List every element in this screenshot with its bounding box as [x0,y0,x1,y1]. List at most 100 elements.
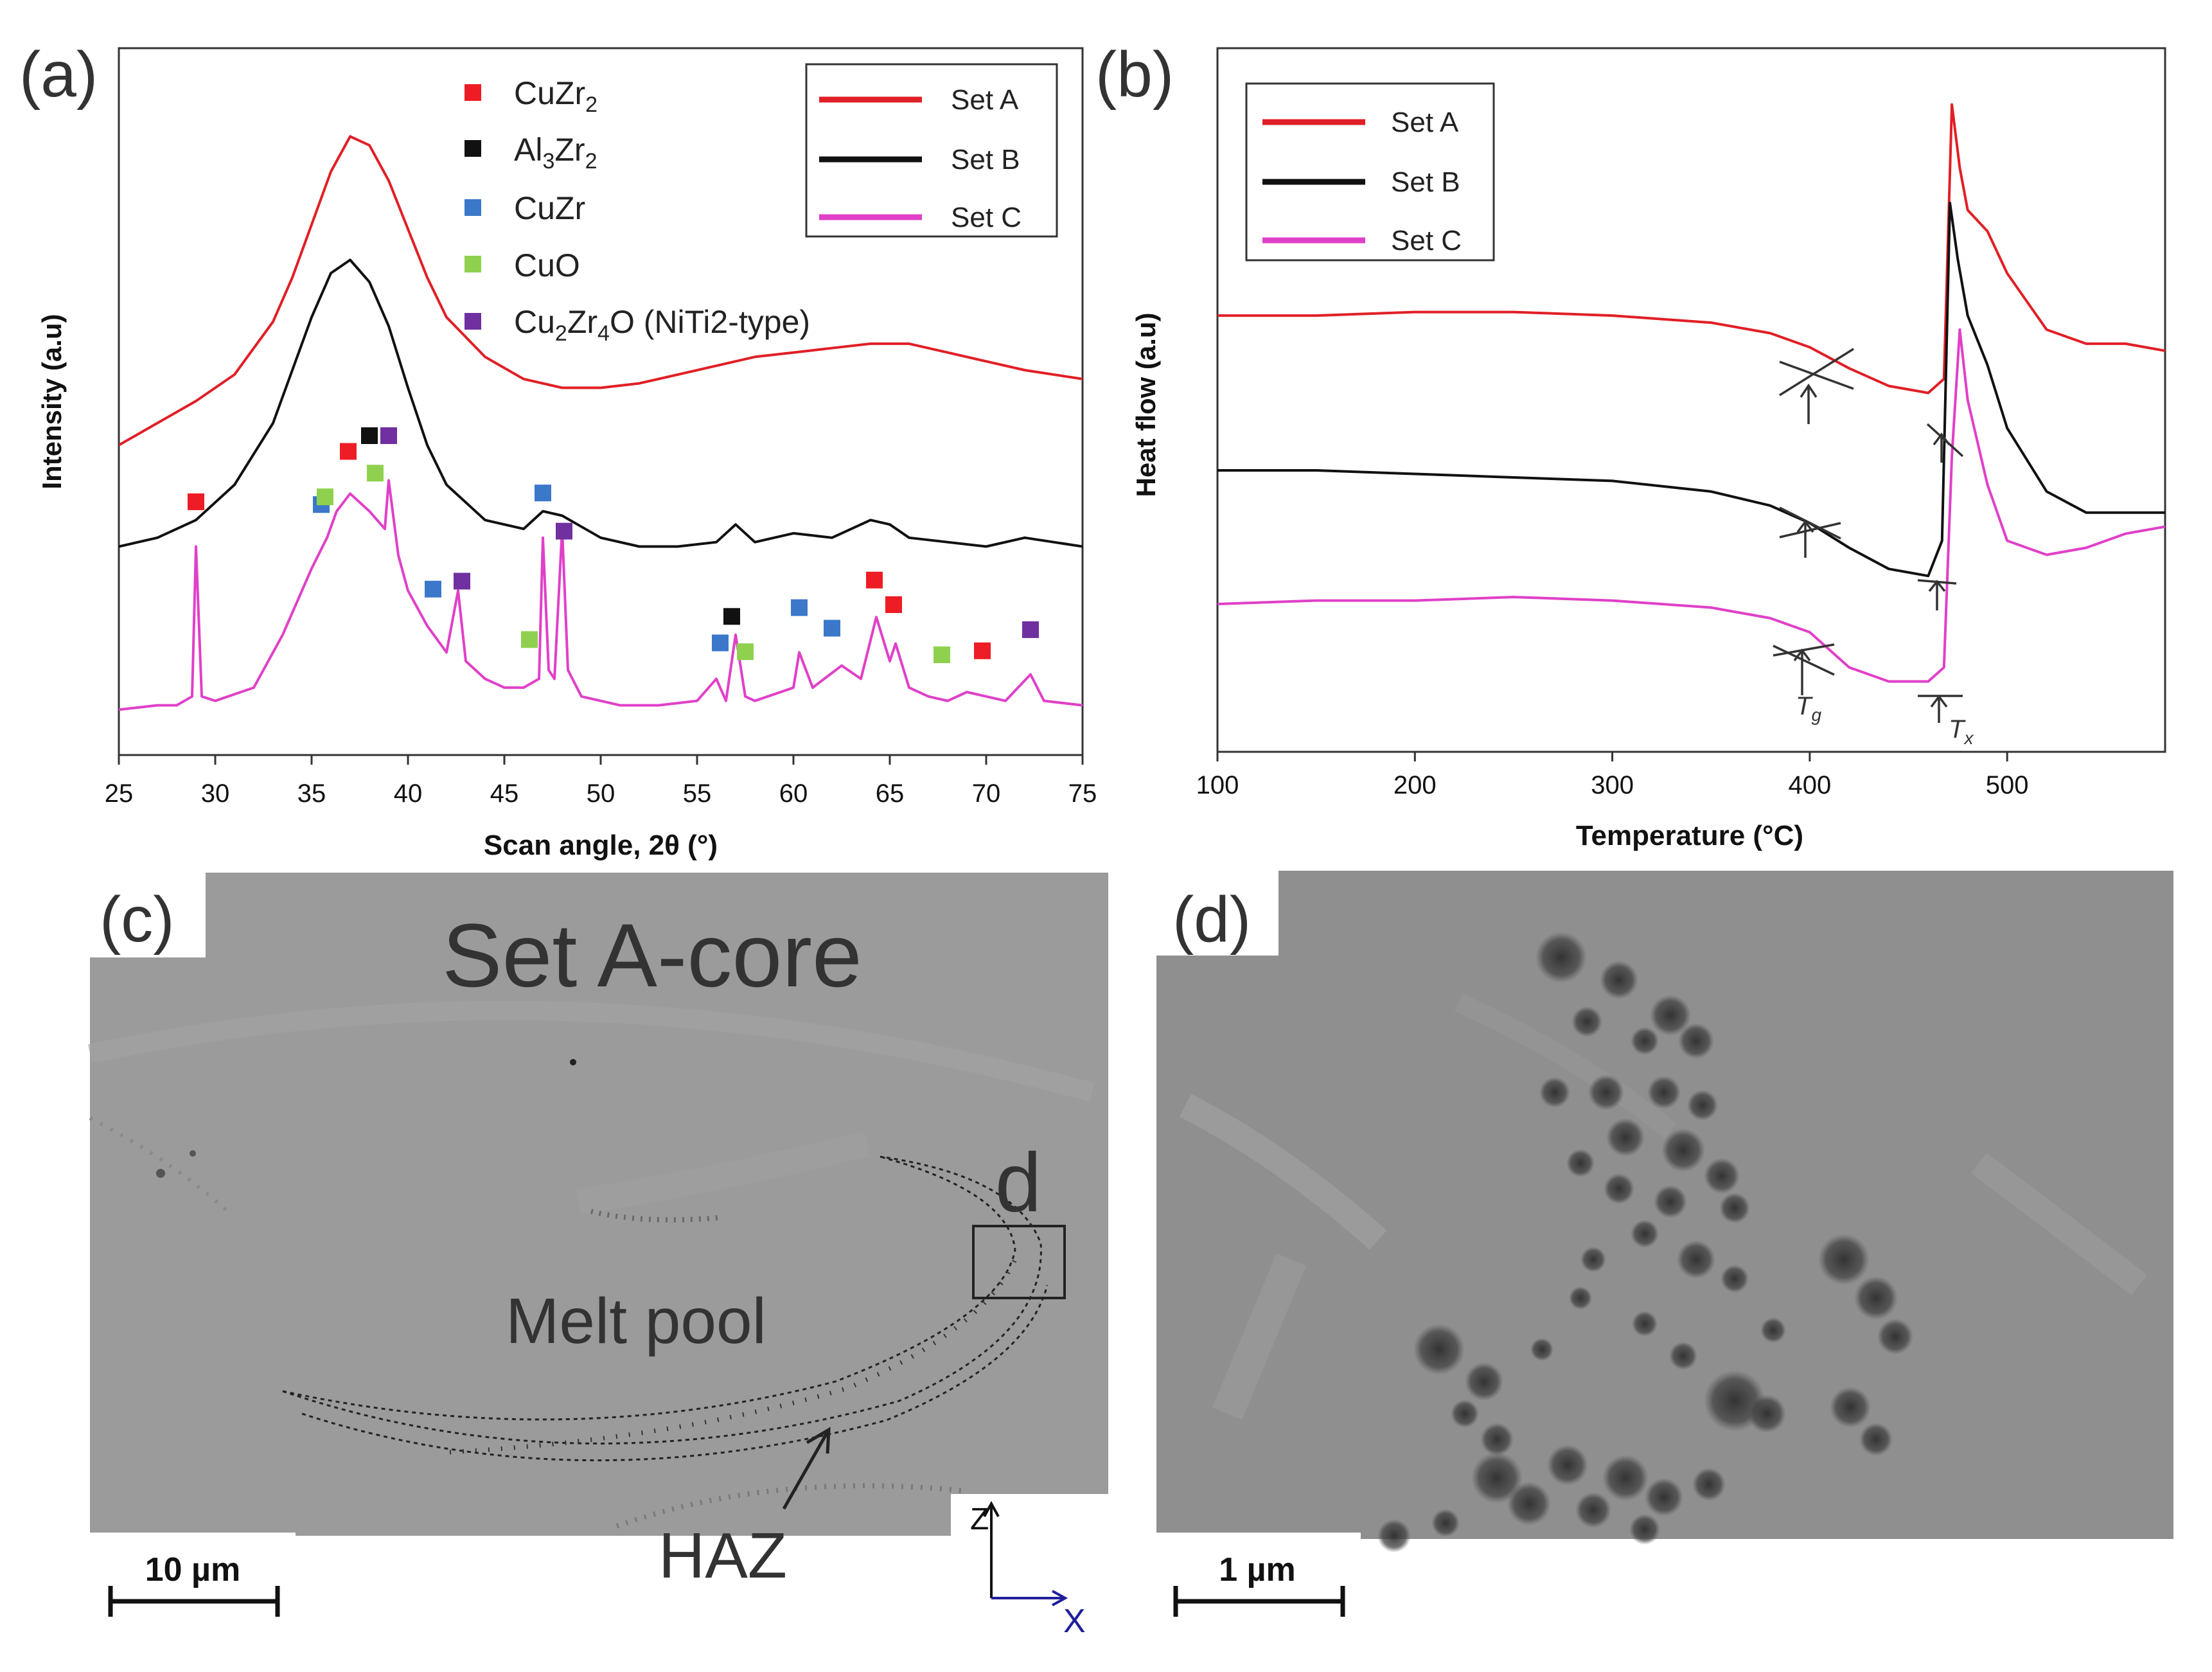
panel-d-scale-bar-bg [1156,1533,1361,1664]
panel-d-particle [1631,1027,1659,1055]
panel-c-dot [570,1059,576,1065]
panel-d-particle [1507,1482,1551,1525]
legend-b-label-set-b: Set B [1391,166,1460,198]
panel-c-axis-z-line [983,1500,1000,1598]
panel-d-particle [1650,995,1691,1036]
panel-c-melt-track-2 [576,1131,871,1214]
panel-d-particle [1645,1478,1683,1516]
panel-d-particle [1677,1240,1715,1279]
panel-d-particle [1451,1400,1479,1428]
panel-d-streak [1970,1153,2148,1295]
panel-c-melt-pool-boundary-lower [301,1285,1048,1462]
panel-a-phase-markers [188,427,1039,663]
panel-c-melt-pool-boundary-inner [282,1155,1016,1421]
phase-marker-cuzr [824,619,840,637]
phase-marker-cuzr2 [188,493,204,510]
dsc-series-set-b [1217,201,2165,578]
panel-d-particle [1631,1220,1659,1248]
panel-d-particle [1530,1338,1553,1361]
phase-marker-cuo [521,631,538,648]
panel-d-particle [1678,1023,1714,1059]
panel-d-particle [1377,1519,1411,1552]
tx-arrow-b [1928,580,1946,610]
legend-label-set-c: Set C [951,202,1022,233]
legend-phase-cuo: CuO [514,247,580,283]
panel-d-particle [1431,1509,1460,1537]
panel-d-particle [1818,1234,1870,1285]
legend-phase-al3zr2: Al3Zr2 [514,132,597,173]
panel-c-scale-bar-bg [90,1533,296,1664]
phase-marker-cuo [367,465,384,482]
panel-c-haz-arrow [782,1427,831,1510]
xrd-series-set-a [119,135,1083,447]
panel-c-melt-track-1 [87,1001,1095,1102]
panel-d-particle [1830,1387,1871,1428]
panel-d-particle [1547,1445,1588,1486]
legend-label-set-a: Set A [951,84,1019,116]
panel-b-series [1217,103,2165,683]
panel-a-x-tick-label: 30 [201,779,230,808]
panel-d-particle [1629,1514,1660,1545]
legend-swatch-cuzr [465,199,481,216]
panel-d-particle [1859,1423,1893,1456]
dsc-series-set-a [1217,103,2165,395]
legend-label-set-b: Set B [951,144,1020,175]
phase-marker-cu2zr4o-niti2-type [380,427,397,444]
tangent-set-c-1 [1773,645,1835,676]
panel-d-streak [1454,993,1677,1139]
panel-a-x-tick-label: 70 [972,779,1001,808]
panel-b-y-axis-label: Heat flow (a.u) [1131,312,1161,497]
panel-d-particle [1721,1265,1749,1293]
panel-d-scale-bar-text: 1 µm [1219,1551,1296,1588]
panel-d-particle [1760,1317,1786,1343]
tx-label-sub: x [1963,728,1974,748]
panel-d-particle [1465,1362,1503,1401]
panel-c-melt-pool-label: Melt pool [506,1285,766,1357]
phase-marker-cuzr2 [885,596,902,613]
panel-d-particle [1661,1128,1705,1172]
tg-label: Tg [1796,692,1821,725]
phase-marker-cuzr [425,580,441,598]
panel-a-x-tick-label: 60 [779,779,808,808]
panel-c-axis-x-label: X [1063,1603,1086,1640]
phase-marker-cuzr [712,634,729,652]
panel-d-particle [1704,1158,1740,1194]
panel-d-particle [1535,932,1587,983]
panel-a-y-axis-label: Intensity (a.u) [37,314,67,489]
phase-marker-cuzr [791,599,808,616]
panel-a-x-tick-label: 50 [587,779,615,808]
panel-c-region-d-label: d [995,1135,1041,1229]
panel-c-dot [156,1169,165,1178]
panel-d-label: (d) [1172,884,1251,956]
panel-d-particle [1575,1492,1611,1528]
panel-d-particle [1604,1173,1634,1204]
panel-c-track-mark-2 [590,1209,720,1223]
xrd-series-set-b [119,258,1083,548]
panel-d-label-bg [1156,871,1279,956]
tangent-set-c-2 [1773,643,1835,657]
panel-d-particle [1669,1342,1697,1370]
panel-b-x-tick-label: 100 [1196,771,1239,799]
panel-c-label: (c) [100,884,175,956]
panel-c-dot [190,1150,196,1157]
legend-swatch-al3zr2 [465,140,481,157]
panel-a-x-tick-label: 40 [394,779,423,808]
panel-d-particle [1571,1006,1602,1037]
panel-b-x-tick-label: 400 [1789,771,1832,799]
phase-marker-cu2zr4o-niti2-type [454,573,470,590]
panel-d-particle [1877,1319,1913,1355]
panel-d-particle [1600,961,1638,999]
panel-c-melt-pool-boundary-outer [282,1155,1042,1445]
panel-c-label-bg [90,873,206,957]
phase-marker-cuo [737,643,754,661]
legend-phase-cuzr: CuZr [514,190,585,226]
panel-b-x-axis-label: Temperature (°C) [1576,820,1803,851]
panel-c-scale-bar-text: 10 µm [145,1551,240,1588]
legend-swatch-cuzr2 [465,84,481,101]
panel-d-particle [1654,1185,1687,1218]
panel-a-series-legend-box [805,63,1058,238]
tg-arrow-c [1793,648,1811,695]
panel-d-streak [1179,1094,1387,1250]
panel-d-particle [1854,1276,1898,1320]
panel-d-particle [1539,1077,1570,1108]
